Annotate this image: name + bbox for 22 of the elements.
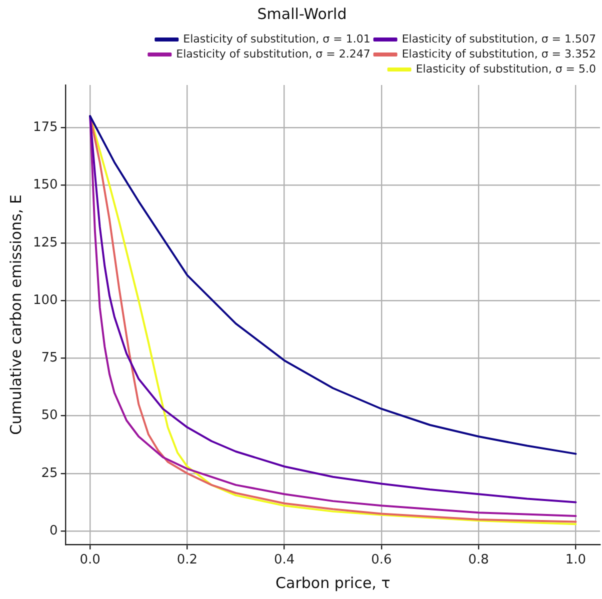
x-tick-label: 0.2 <box>176 552 198 568</box>
y-tick-label: 125 <box>32 235 58 250</box>
y-tick-label: 150 <box>32 178 58 193</box>
x-tick-label: 0.0 <box>80 552 100 568</box>
x-tick-label: 0.8 <box>468 552 489 568</box>
y-tick-label: 100 <box>32 292 58 308</box>
x-tick-label: 0.6 <box>371 552 392 568</box>
y-tick-label: 25 <box>41 466 58 481</box>
y-axis-title: Cumulative carbon emissions, E <box>6 194 25 435</box>
y-tick-label: 175 <box>32 120 58 136</box>
y-tick-label: 0 <box>50 523 58 538</box>
y-tick-label: 50 <box>41 408 58 424</box>
legend-label: Elasticity of substitution, σ = 1.01 <box>183 32 370 46</box>
x-axis-title: Carbon price, τ <box>276 574 390 592</box>
y-tick-label: 75 <box>41 350 58 366</box>
x-tick-label: 0.4 <box>274 552 295 568</box>
legend-label: Elasticity of substitution, σ = 2.247 <box>176 47 370 60</box>
legend-label: Elasticity of substitution, σ = 1.507 <box>402 32 596 46</box>
chart-title: Small-World <box>257 4 347 23</box>
x-tick-label: 1.0 <box>565 552 586 568</box>
legend-label: Elasticity of substitution, σ = 5.0 <box>416 62 596 76</box>
legend-label: Elasticity of substitution, σ = 3.352 <box>402 47 596 60</box>
